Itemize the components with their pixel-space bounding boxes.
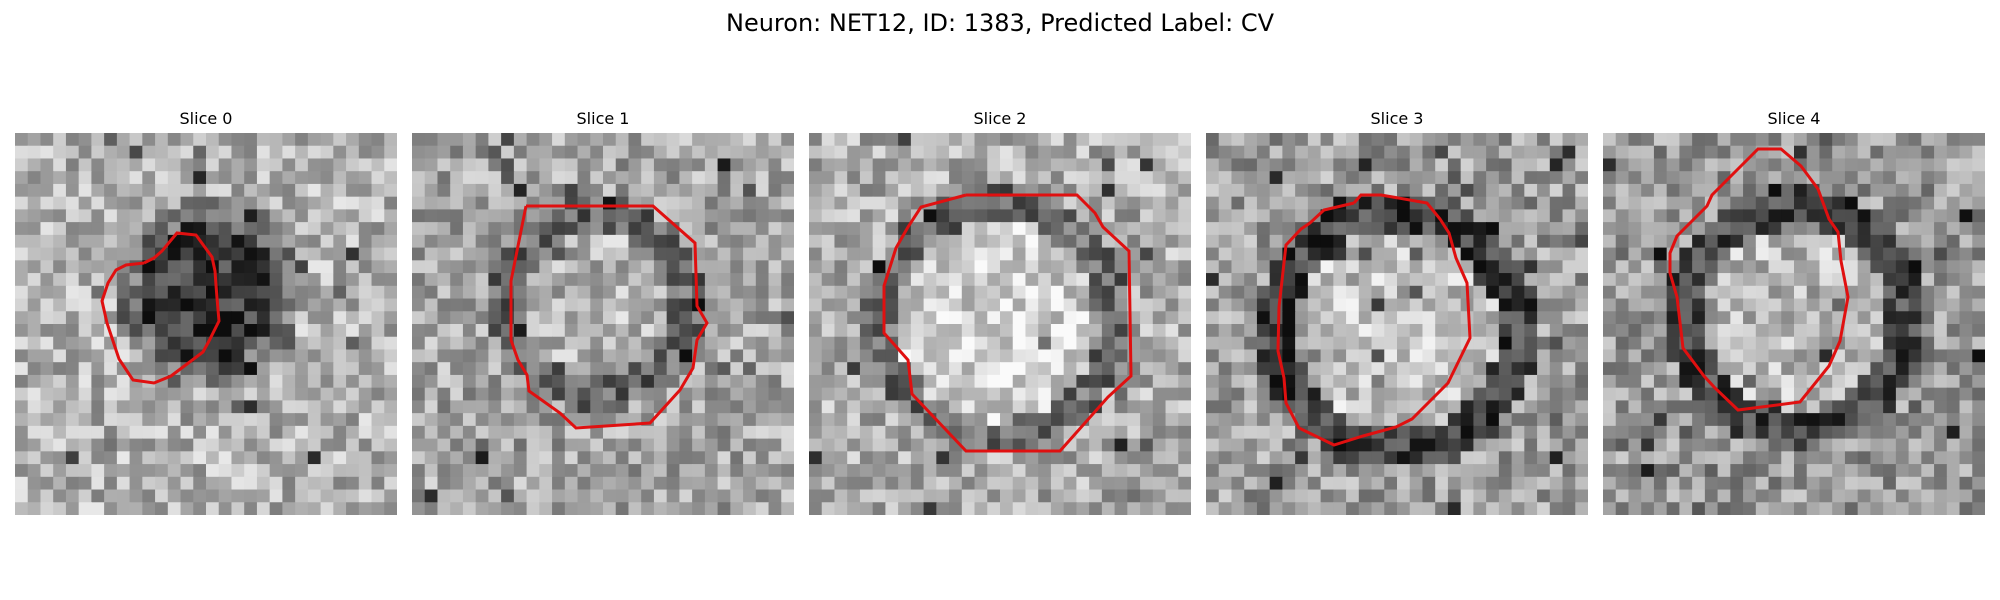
panel-slice-4: Slice 4 xyxy=(1603,108,1985,515)
panel-slice-1: Slice 1 xyxy=(412,108,794,515)
panel-title: Slice 1 xyxy=(576,109,630,128)
cell-contour xyxy=(509,204,709,430)
panel-slice-0: Slice 0 xyxy=(15,108,397,515)
slice-image-1 xyxy=(412,133,794,515)
panel-title: Slice 2 xyxy=(973,109,1027,128)
panel-title: Slice 3 xyxy=(1370,109,1424,128)
panel-title: Slice 4 xyxy=(1767,109,1821,128)
cell-contour xyxy=(1276,193,1472,447)
figure-title: Neuron: NET12, ID: 1383, Predicted Label… xyxy=(726,9,1274,37)
slice-image xyxy=(1206,133,1588,515)
panel-slice-2: Slice 2 xyxy=(809,108,1191,515)
micrograph xyxy=(809,133,1191,515)
slice-image xyxy=(1603,133,1985,515)
slice-image-0 xyxy=(15,133,397,515)
slice-image xyxy=(412,133,794,515)
micrograph xyxy=(15,133,397,515)
slice-image-2 xyxy=(809,133,1191,515)
slice-image xyxy=(15,133,397,515)
panel-title: Slice 0 xyxy=(179,109,233,128)
micrograph xyxy=(1603,133,1985,515)
cell-contour xyxy=(1668,147,1850,412)
micrograph xyxy=(1206,133,1588,515)
slice-image-4 xyxy=(1603,133,1985,515)
slice-image xyxy=(809,133,1191,515)
micrograph xyxy=(412,133,794,515)
cell-contour xyxy=(882,193,1133,453)
slice-image-3 xyxy=(1206,133,1588,515)
panel-slice-3: Slice 3 xyxy=(1206,108,1588,515)
cell-contour xyxy=(100,231,221,385)
